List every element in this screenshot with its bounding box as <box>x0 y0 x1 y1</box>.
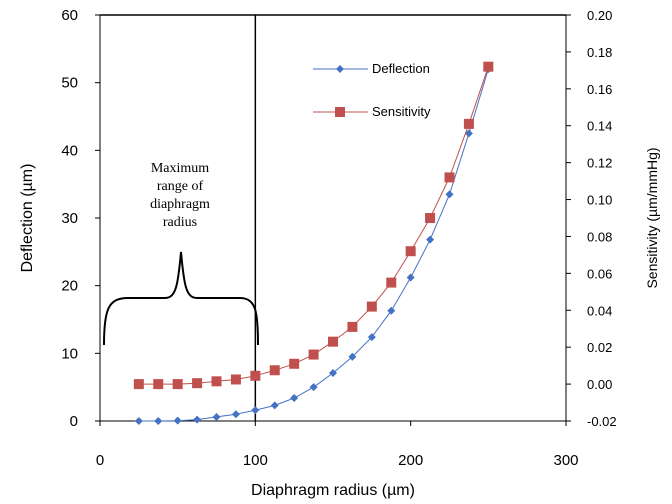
deflection-point <box>231 410 240 419</box>
y-tick-label: 60 <box>61 7 78 24</box>
deflection-point <box>251 406 260 415</box>
series-line-deflection <box>138 68 489 422</box>
deflection-point <box>154 417 163 425</box>
y-tick-label: 10 <box>61 345 78 362</box>
annotation-line-3: diaphragm <box>150 197 210 212</box>
annotation-line-2: range of <box>157 179 204 194</box>
sensitivity-point <box>250 370 261 381</box>
sensitivity-point <box>211 376 222 387</box>
deflection-point <box>406 273 415 282</box>
deflection-point <box>270 401 279 410</box>
y-tick-label: 0 <box>70 413 78 430</box>
sensitivity-point <box>133 379 144 390</box>
x-axis-title: Diaphragm radius (µm) <box>251 482 415 499</box>
sensitivity-point <box>269 365 280 376</box>
deflection-point <box>367 333 376 342</box>
sensitivity-point <box>425 213 436 223</box>
y2-tick-label: 0.14 <box>587 119 612 134</box>
sensitivity-point <box>366 301 377 312</box>
sensitivity-point <box>463 118 474 129</box>
y2-axis-title: Sensitivity (µm/mmHg) <box>644 147 660 288</box>
legend-sensitivity-marker <box>335 107 345 117</box>
deflection-point <box>387 306 396 315</box>
deflection-point <box>445 190 454 199</box>
y2-tick-label: 0.18 <box>587 45 612 60</box>
y2-tick-label: -0.02 <box>587 414 617 429</box>
sensitivity-point <box>444 172 455 183</box>
deflection-point <box>134 417 143 425</box>
x-tick-label: 0 <box>96 452 104 469</box>
deflection-point <box>193 415 202 424</box>
y2-tick-label: 0.12 <box>587 156 612 171</box>
y2-tick-label: 0.00 <box>587 377 612 392</box>
legend-sensitivity-label: Sensitivity <box>372 104 431 119</box>
annotation-line-4: radius <box>163 215 197 230</box>
y2-tick-label: 0.10 <box>587 193 612 208</box>
x-tick-label: 300 <box>553 452 578 469</box>
range-brace <box>103 251 259 346</box>
sensitivity-point <box>289 358 300 369</box>
sensitivity-point <box>153 379 164 390</box>
y2-tick-label: 0.04 <box>587 303 612 318</box>
sensitivity-point <box>328 336 338 347</box>
legend-deflection-marker <box>336 65 344 73</box>
sensitivity-point <box>192 378 203 389</box>
deflection-point <box>329 368 337 377</box>
deflection-point <box>464 129 473 138</box>
sensitivity-point <box>172 379 183 390</box>
sensitivity-point <box>405 246 416 257</box>
y2-tick-label: 0.02 <box>587 340 612 355</box>
y-tick-label: 40 <box>61 142 78 159</box>
sensitivity-point <box>347 321 358 332</box>
y2-tick-label: 0.16 <box>587 82 612 97</box>
x-tick-label: 100 <box>243 452 268 469</box>
deflection-point <box>290 393 299 402</box>
deflection-point <box>348 352 357 361</box>
deflection-point <box>426 235 435 244</box>
annotation-line-1: Maximum <box>151 161 209 176</box>
deflection-point <box>212 412 221 421</box>
x-tick-label: 200 <box>398 452 423 469</box>
sensitivity-point <box>230 374 241 385</box>
deflection-point <box>309 383 318 392</box>
y2-tick-label: 0.08 <box>587 229 612 244</box>
legend-deflection-label: Deflection <box>372 61 430 76</box>
y-tick-label: 20 <box>61 278 78 295</box>
y-tick-label: 30 <box>61 210 78 227</box>
sensitivity-point <box>483 61 494 72</box>
legend: Deflection Sensitivity <box>313 61 431 119</box>
y-tick-label: 50 <box>61 75 78 92</box>
y2-tick-label: 0.06 <box>587 266 612 281</box>
sensitivity-point <box>308 349 319 360</box>
deflection-point <box>173 416 182 425</box>
y2-tick-label: 0.20 <box>587 8 612 23</box>
sensitivity-point <box>386 277 397 288</box>
y-axis-title: Deflection (µm) <box>19 164 36 273</box>
